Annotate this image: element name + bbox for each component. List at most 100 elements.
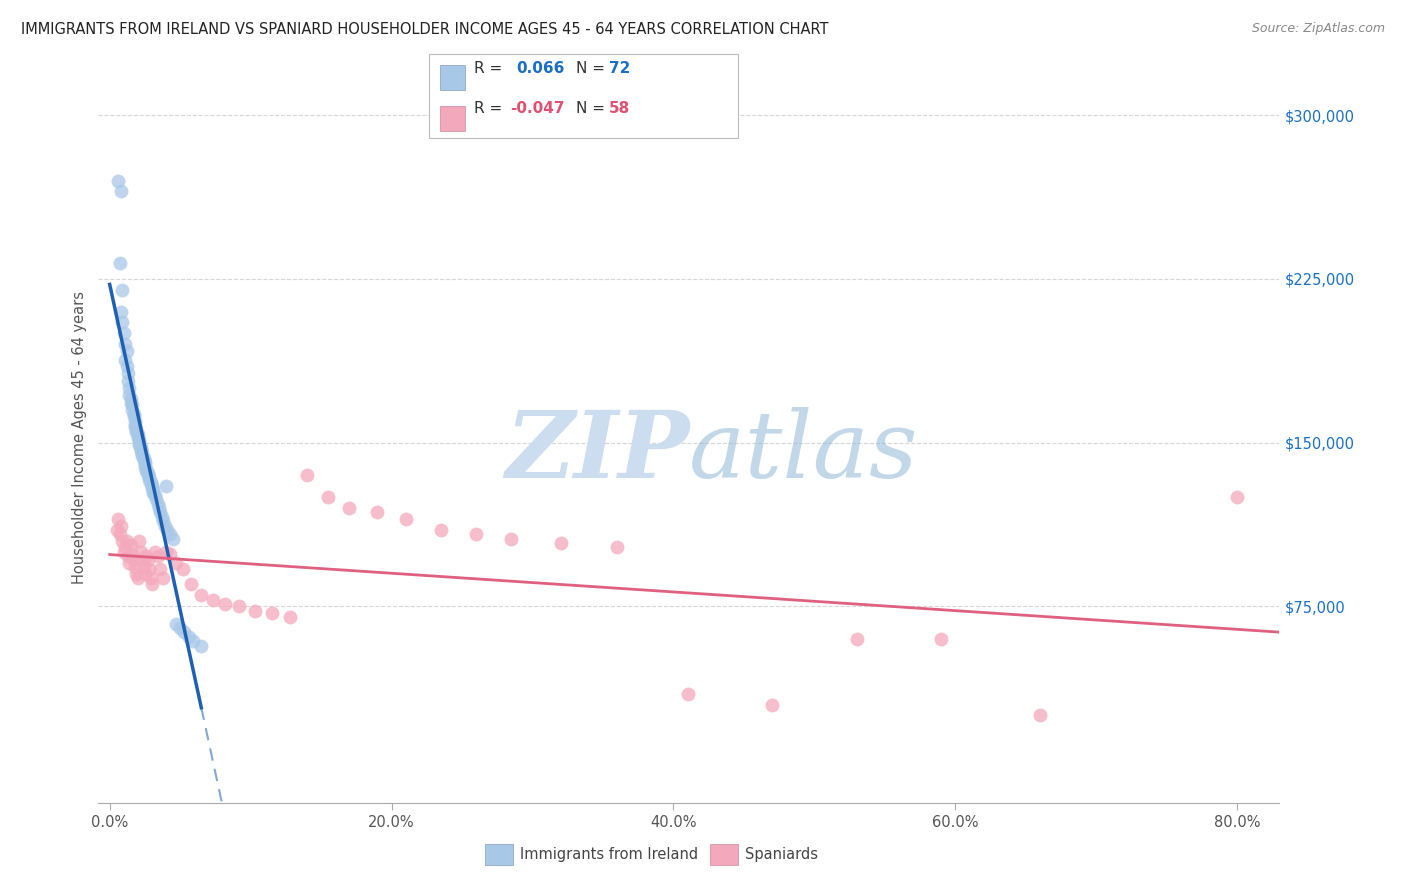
Point xyxy=(316,490,339,504)
Point xyxy=(395,512,418,526)
Point xyxy=(118,556,141,570)
Point xyxy=(120,538,142,552)
Point xyxy=(112,545,135,559)
Point xyxy=(121,402,143,417)
Point xyxy=(278,610,301,624)
Point xyxy=(138,473,160,487)
Point xyxy=(111,315,134,329)
Point xyxy=(143,488,166,502)
Text: N =: N = xyxy=(576,101,610,116)
Text: 72: 72 xyxy=(609,61,630,76)
Point xyxy=(929,632,952,646)
Point xyxy=(141,479,163,493)
Point xyxy=(131,446,153,460)
Point xyxy=(159,527,181,541)
Point xyxy=(430,523,453,537)
Point xyxy=(138,562,160,576)
Point xyxy=(118,381,141,395)
Point xyxy=(260,606,283,620)
Point xyxy=(129,444,152,458)
Point xyxy=(214,597,236,611)
Point xyxy=(125,425,148,439)
Text: 58: 58 xyxy=(609,101,630,116)
Point xyxy=(111,283,134,297)
Text: atlas: atlas xyxy=(689,407,918,497)
Point xyxy=(121,399,143,413)
Point xyxy=(134,566,156,581)
Point xyxy=(128,438,150,452)
Point xyxy=(136,466,159,480)
Point xyxy=(125,422,148,436)
Point xyxy=(136,553,159,567)
Point xyxy=(148,501,170,516)
Point xyxy=(129,440,152,454)
Point xyxy=(177,630,200,644)
Point xyxy=(228,599,250,614)
Point xyxy=(152,514,174,528)
Point xyxy=(117,366,139,380)
Point xyxy=(243,604,266,618)
Point xyxy=(108,527,131,541)
Point xyxy=(606,541,628,555)
Point xyxy=(117,549,139,563)
Point xyxy=(127,571,149,585)
Point xyxy=(117,375,139,389)
Point xyxy=(129,442,152,456)
Text: R =: R = xyxy=(474,101,508,116)
Y-axis label: Householder Income Ages 45 - 64 years: Householder Income Ages 45 - 64 years xyxy=(72,291,87,583)
Text: ZIP: ZIP xyxy=(505,407,689,497)
Text: Spaniards: Spaniards xyxy=(745,847,818,862)
Point xyxy=(165,556,187,570)
Point xyxy=(143,545,166,559)
Point xyxy=(132,450,155,465)
Point xyxy=(114,541,136,555)
Point xyxy=(201,592,224,607)
Text: N =: N = xyxy=(576,61,610,76)
Point xyxy=(120,392,142,406)
Point xyxy=(465,527,488,541)
Point xyxy=(162,532,184,546)
Point xyxy=(105,523,128,537)
Point xyxy=(190,588,212,602)
Point xyxy=(122,409,145,424)
Point xyxy=(124,418,146,433)
Text: R =: R = xyxy=(474,61,512,76)
Point xyxy=(112,326,135,341)
Point xyxy=(142,485,165,500)
Point xyxy=(124,560,146,574)
Point xyxy=(114,352,136,367)
Point xyxy=(110,304,132,318)
Point xyxy=(139,477,162,491)
Point xyxy=(122,407,145,421)
Point xyxy=(115,343,138,358)
Point xyxy=(761,698,783,712)
Text: 0.066: 0.066 xyxy=(516,61,564,76)
Point xyxy=(146,549,169,563)
Point xyxy=(366,505,388,519)
Point xyxy=(115,359,138,373)
Point xyxy=(139,475,162,489)
Point xyxy=(134,455,156,469)
Point xyxy=(114,337,136,351)
Point xyxy=(139,571,162,585)
Point xyxy=(149,505,172,519)
Point xyxy=(501,532,523,546)
Point xyxy=(165,616,187,631)
Point xyxy=(156,523,179,537)
Point xyxy=(108,256,131,270)
Point xyxy=(135,461,157,475)
Point xyxy=(337,501,360,516)
Point xyxy=(134,459,156,474)
Point xyxy=(135,464,157,478)
Point xyxy=(124,420,146,434)
Point xyxy=(180,577,202,591)
Point xyxy=(141,577,163,591)
Point xyxy=(107,173,129,187)
Point xyxy=(1226,490,1249,504)
Point xyxy=(190,639,212,653)
Point xyxy=(550,536,572,550)
Point xyxy=(120,396,142,410)
Point xyxy=(111,533,134,548)
Point xyxy=(127,431,149,445)
Point xyxy=(295,468,318,483)
